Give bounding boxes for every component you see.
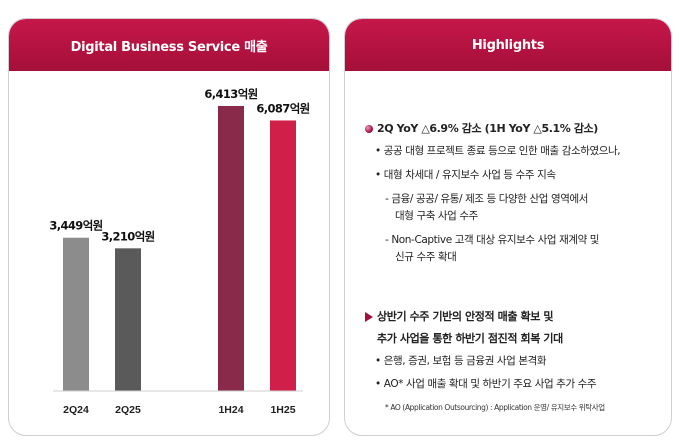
highlights-panel: Highlights 2Q YoY △6.9% 감소 (1H YoY △5.1%… — [344, 18, 672, 436]
x-tick-label: 1H24 — [218, 404, 243, 416]
bar-2q24 — [63, 237, 89, 391]
highlight-line: 대형 구축 사업 수주 — [395, 210, 478, 222]
bar-1h25 — [270, 120, 296, 391]
bar-1h24 — [218, 105, 244, 391]
data-label: 6,087억원 — [256, 101, 309, 115]
x-tick-label: 2Q25 — [115, 404, 141, 416]
revenue-bar-chart: 3,449억원 2Q24 3,210억원 2Q25 6,413억원 1H24 6,087억원… — [49, 87, 310, 416]
data-label: 6,413억원 — [204, 87, 257, 101]
highlight-line: • 은행, 증권, 보험 등 금융권 사업 본격화 — [375, 355, 547, 367]
highlight-line: - 금융/ 공공/ 유통/ 제조 등 다양한 산업 영역에서 — [385, 193, 588, 205]
footnote: * AO (Application Outsourcing) : Applica… — [385, 403, 605, 412]
highlight-line: • 대형 차세대 / 유지보수 사업 등 수주 지속 — [375, 169, 556, 181]
triangle-bullet-icon — [365, 312, 373, 322]
x-tick-label: 2Q24 — [63, 404, 89, 416]
highlight-heading-1: 2Q YoY △6.9% 감소 (1H YoY △5.1% 감소) — [377, 122, 598, 135]
data-label: 3,449억원 — [49, 219, 102, 233]
highlight-heading-2: 상반기 수주 기반의 안정적 매출 확보 및 — [377, 310, 554, 323]
ball-bullet-icon — [365, 125, 373, 133]
highlight-line: - Non-Captive 고객 대상 유지보수 사업 재계약 및 — [385, 234, 600, 246]
highlight-line: 신규 수주 확대 — [395, 251, 457, 263]
highlight-line: • AO* 사업 매출 확대 및 하반기 주요 사업 추가 수주 — [375, 378, 597, 390]
highlight-line: • 공공 대형 프로젝트 종료 등으로 인한 매출 감소하였으나, — [375, 145, 621, 157]
x-tick-label: 1H25 — [270, 404, 295, 416]
data-label: 3,210억원 — [101, 229, 154, 243]
highlights-title: Highlights — [345, 19, 671, 71]
bar-2q25 — [115, 248, 141, 391]
highlight-heading-2: 추가 사업을 통한 하반기 점진적 회복 기대 — [377, 332, 563, 345]
chart-panel-title: Digital Business Service 매출 — [9, 19, 329, 71]
revenue-chart-panel: Digital Business Service 매출 3,449억원 2Q24 3… — [8, 18, 330, 436]
